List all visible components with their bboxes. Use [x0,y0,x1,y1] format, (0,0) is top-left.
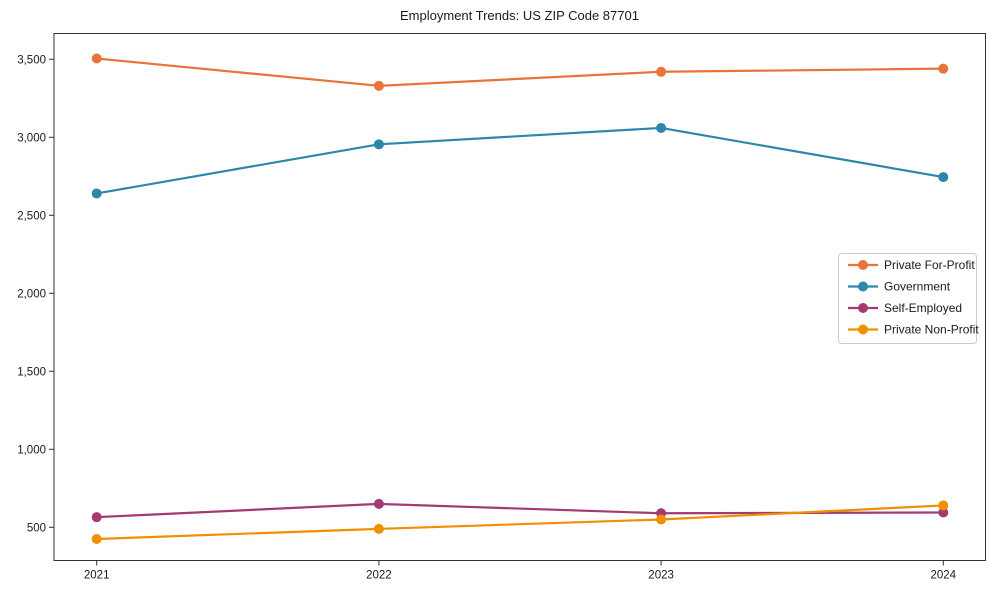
legend-label: Government [884,280,951,294]
x-axis-tick-label: 2024 [931,570,957,582]
data-point-marker [656,122,667,133]
legend-marker-dot [858,324,868,335]
legend-marker-dot [858,303,868,313]
data-point-marker [656,514,667,525]
legend-item: Private Non-Profit [848,323,979,337]
data-point-marker [938,172,949,183]
legend-label: Private For-Profit [884,258,975,272]
data-point-marker [373,523,384,534]
legend-marker-dot [858,281,868,292]
chart-title: Employment Trends: US ZIP Code 87701 [400,8,639,23]
legend-item: Government [848,280,951,294]
y-axis-tick-label: 2,500 [17,210,46,222]
data-point-marker [938,500,949,511]
legend-box [838,253,977,344]
y-axis-tick-label: 1,500 [17,366,46,378]
y-axis-tick-label: 2,000 [17,288,46,300]
legend-item: Self-Employed [848,301,962,315]
x-axis-tick-label: 2023 [648,570,674,582]
x-axis-tick-label: 2021 [84,570,110,582]
legend-item: Private For-Profit [848,258,975,272]
y-axis-tick-label: 3,000 [17,132,46,144]
y-axis-tick-label: 1,000 [17,444,46,456]
data-point-marker [91,53,102,64]
legend-label: Self-Employed [884,301,962,315]
data-point-marker [91,188,102,199]
data-point-marker [91,534,102,544]
series-line-private-non-profit [95,504,945,541]
data-point-marker [373,139,384,150]
legend-marker-dot [858,260,868,270]
series-line-government [95,126,945,195]
y-axis-tick-label: 500 [27,522,46,534]
data-point-marker [938,507,949,518]
plot-area-border [53,33,986,561]
x-axis-tick-label: 2022 [366,570,392,582]
series-line-self-employed [95,502,945,519]
data-point-marker [373,80,384,91]
data-point-marker [373,498,384,509]
data-point-marker [656,66,667,77]
data-point-marker [91,512,102,523]
legend-label: Private Non-Profit [884,323,979,337]
y-axis-tick-label: 3,500 [17,54,46,66]
data-point-marker [938,63,949,74]
series-line-private-for-profit [95,57,945,87]
